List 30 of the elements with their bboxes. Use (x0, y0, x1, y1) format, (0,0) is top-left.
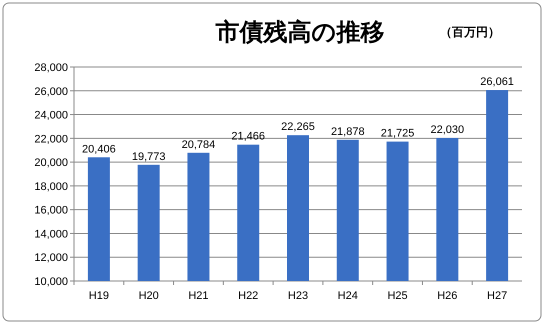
y-tick-label: 28,000 (34, 62, 68, 74)
x-tick-label: H19 (88, 290, 109, 302)
x-tick-label: H21 (188, 290, 209, 302)
data-label: 22,265 (281, 121, 315, 134)
x-tick-label: H27 (487, 290, 508, 302)
data-label: 26,061 (480, 76, 514, 88)
chart-title: 市債残高の推移 (214, 18, 384, 46)
x-tick-label: H24 (338, 290, 358, 302)
data-label: 21,878 (330, 126, 365, 138)
x-tick-label: H26 (437, 290, 458, 302)
data-label: 22,030 (430, 124, 464, 136)
data-label: 21,466 (231, 130, 266, 143)
y-tick-label: 24,000 (34, 110, 68, 122)
y-tick-label: 20,000 (34, 157, 68, 170)
x-tick-label: H25 (387, 290, 408, 302)
data-label: 19,773 (132, 150, 166, 163)
y-tick-label: 16,000 (34, 204, 68, 217)
y-tick-label: 12,000 (34, 252, 68, 264)
y-tick-label: 22,000 (34, 133, 68, 146)
x-tick-label: H22 (238, 290, 258, 302)
x-tick-label: H20 (138, 290, 159, 302)
x-tick-label: H23 (288, 290, 308, 302)
text: （百万円） (440, 25, 500, 39)
y-tick-label: 18,000 (34, 180, 68, 193)
data-label: 20,784 (182, 138, 216, 151)
y-tick-label: 14,000 (34, 228, 68, 240)
y-tick-label: 26,000 (34, 86, 68, 98)
data-label: 20,406 (82, 143, 116, 156)
data-label: 21,725 (380, 128, 414, 140)
y-tick-label: 10,000 (34, 276, 68, 288)
